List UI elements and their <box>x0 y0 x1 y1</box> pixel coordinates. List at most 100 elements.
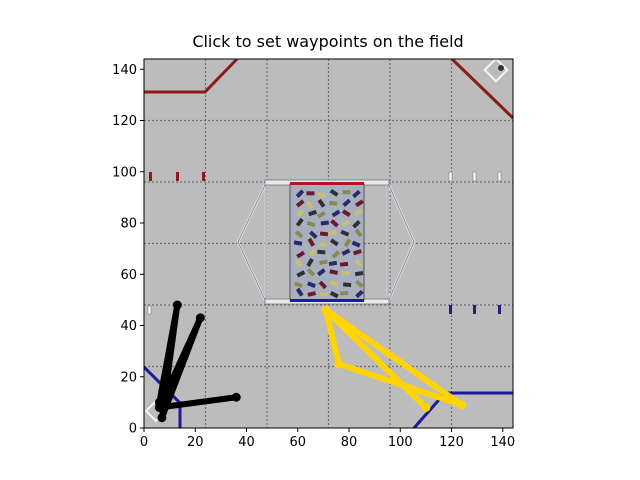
x-axis: 0 20 40 60 80 100 120 140 <box>140 428 515 450</box>
y-tick-label: 100 <box>112 165 137 180</box>
waypoint-marker <box>421 403 431 412</box>
waypoint-path-1 <box>156 302 240 421</box>
game-piece <box>339 261 349 267</box>
game-piece <box>293 240 303 246</box>
axes-frame <box>143 58 514 429</box>
game-piece <box>352 220 361 229</box>
game-piece <box>307 281 316 289</box>
game-pieces <box>293 188 364 299</box>
game-piece <box>341 209 351 217</box>
y-tick-label: 120 <box>112 114 137 129</box>
waypoint-marker <box>154 397 164 407</box>
game-piece <box>354 199 364 208</box>
game-piece <box>340 290 349 296</box>
blue-markers <box>449 305 501 314</box>
game-piece <box>341 219 351 227</box>
x-tick-label: 80 <box>341 435 358 450</box>
waypoint-marker <box>157 413 167 423</box>
game-piece <box>317 249 326 255</box>
chart-title: Click to set waypoints on the field <box>192 32 464 51</box>
corner-platform <box>483 59 509 83</box>
game-piece <box>306 267 316 277</box>
x-tick-label: 100 <box>388 435 413 450</box>
game-piece <box>354 258 363 268</box>
game-piece <box>294 230 304 239</box>
y-tick-label: 80 <box>120 217 137 232</box>
game-piece <box>329 200 338 206</box>
game-piece <box>319 259 328 266</box>
red-alliance-line-left <box>144 59 239 94</box>
x-tick-label: 120 <box>439 435 464 450</box>
game-piece <box>340 229 350 237</box>
game-piece <box>295 199 305 208</box>
game-piece <box>306 191 315 196</box>
game-piece <box>308 209 318 217</box>
game-piece <box>329 188 339 197</box>
game-piece <box>328 229 338 237</box>
game-piece <box>342 198 352 207</box>
game-piece <box>319 231 329 237</box>
game-piece <box>341 270 350 276</box>
game-piece <box>341 248 351 256</box>
game-piece <box>318 280 328 290</box>
game-piece <box>295 287 304 297</box>
game-piece <box>343 238 352 248</box>
game-piece <box>295 208 305 218</box>
game-piece <box>317 191 326 198</box>
red-markers <box>149 172 205 181</box>
game-piece <box>317 198 326 208</box>
game-piece <box>342 190 351 195</box>
game-piece <box>306 220 316 228</box>
x-tick-label: 140 <box>490 435 515 450</box>
game-piece <box>353 208 363 217</box>
waypoint-marker <box>231 392 241 402</box>
game-piece <box>316 211 326 219</box>
game-piece <box>329 238 339 247</box>
x-tick-label: 40 <box>238 435 255 450</box>
center-goal <box>236 179 416 305</box>
game-piece <box>342 282 352 288</box>
white-markers <box>147 171 502 315</box>
game-piece <box>294 281 303 288</box>
game-piece <box>330 219 339 228</box>
game-piece <box>328 260 338 267</box>
game-piece <box>331 209 341 218</box>
game-piece <box>331 250 341 259</box>
y-tick-label: 40 <box>120 319 137 334</box>
x-tick-label: 20 <box>187 435 204 450</box>
y-tick-label: 60 <box>120 268 137 283</box>
game-piece <box>306 258 314 267</box>
waypoint-marker <box>457 400 467 410</box>
game-piece <box>316 268 326 277</box>
game-piece <box>329 269 339 275</box>
y-tick-label: 140 <box>112 63 137 78</box>
field-image <box>144 59 513 428</box>
game-piece <box>294 258 304 267</box>
waypoint-marker <box>172 300 182 310</box>
y-axis: 0 20 40 60 80 100 120 140 <box>112 63 144 437</box>
x-tick-label: 60 <box>289 435 306 450</box>
game-piece <box>307 291 317 297</box>
game-piece <box>296 270 306 278</box>
game-piece <box>351 240 361 248</box>
game-piece <box>296 250 306 259</box>
x-tick-label: 0 <box>140 435 148 450</box>
game-piece <box>320 292 329 297</box>
game-piece <box>295 217 304 227</box>
game-piece <box>329 291 339 299</box>
waypoint-marker <box>321 305 331 315</box>
game-piece <box>305 200 314 210</box>
game-piece <box>307 237 316 247</box>
game-piece <box>354 270 364 277</box>
waypoint-marker <box>334 359 344 369</box>
waypoint-paths <box>154 300 467 423</box>
game-piece <box>329 280 339 287</box>
game-piece <box>355 279 364 289</box>
y-tick-label: 0 <box>129 422 137 437</box>
waypoint-marker <box>195 313 205 323</box>
game-piece <box>308 248 317 257</box>
game-piece <box>352 189 361 199</box>
game-piece <box>320 220 330 226</box>
game-piece <box>295 189 305 198</box>
